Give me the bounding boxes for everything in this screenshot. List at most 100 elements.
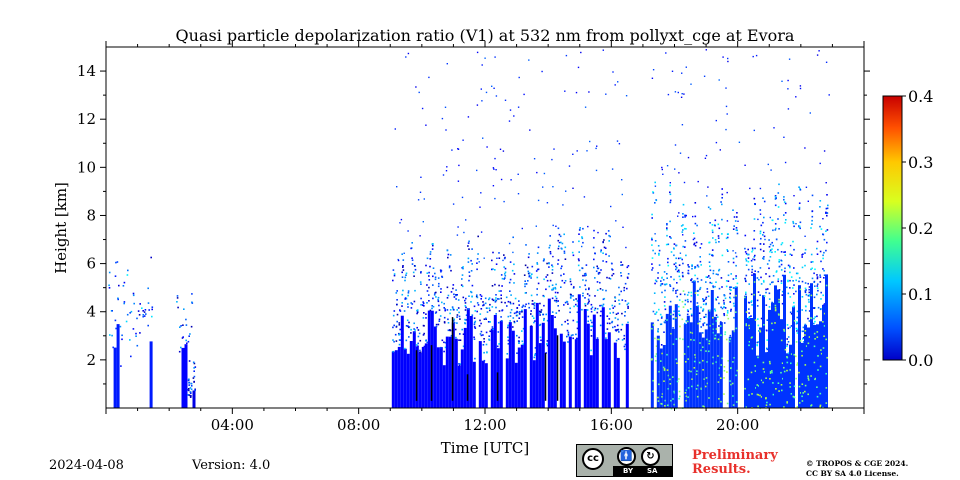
heatmap-column [753,273,756,408]
heatmap-speckle [476,262,478,264]
heatmap-speckle [700,306,702,309]
heatmap-speckle [477,253,479,255]
heatmap-speckle [393,310,396,312]
heatmap-speckle [691,385,693,388]
heatmap-speckle [625,246,627,249]
heatmap-speckle [677,91,679,94]
heatmap-speckle [596,311,599,314]
heatmap-speckle [509,301,512,304]
heatmap-speckle [450,269,452,272]
heatmap-speckle [816,386,818,388]
heatmap-speckle [450,334,453,337]
heatmap-speckle [455,289,457,291]
heatmap-speckle [769,378,771,380]
heatmap-speckle [545,313,547,316]
heatmap-speckle [813,345,816,348]
heatmap-speckle [769,249,772,251]
heatmap-speckle [808,286,811,288]
heatmap-speckle [495,313,497,315]
heatmap-speckle [448,266,451,269]
heatmap-speckle [129,312,131,314]
heatmap-speckle [606,276,608,279]
heatmap-speckle [666,223,668,226]
heatmap-speckle [604,332,607,335]
heatmap-speckle [753,293,755,296]
heatmap-speckle [804,390,806,393]
heatmap-speckle [537,246,540,249]
heatmap-speckle [446,297,449,299]
heatmap-speckle [495,169,497,171]
heatmap-speckle [627,307,629,309]
heatmap-speckle [456,234,459,236]
heatmap-speckle [657,277,659,279]
heatmap-speckle [808,320,811,322]
heatmap-speckle [585,264,588,266]
heatmap-speckle [732,395,734,397]
heatmap-speckle [428,300,430,302]
heatmap-speckle [497,298,499,300]
heatmap-speckle [601,289,604,291]
heatmap-speckle [446,63,448,65]
heatmap-column [499,320,503,408]
heatmap-speckle [516,307,519,309]
heatmap-speckle [620,290,622,293]
heatmap-speckle [804,323,807,326]
heatmap-column [665,313,669,408]
heatmap-speckle [463,231,465,234]
heatmap-speckle [428,271,430,274]
heatmap-speckle [564,90,566,92]
heatmap-speckle [805,345,808,347]
heatmap-speckle [712,331,715,334]
heatmap-column [448,336,452,408]
heatmap-speckle [558,245,560,248]
heatmap-speckle [540,309,543,311]
heatmap-speckle [535,225,537,227]
heatmap-speckle [652,191,654,193]
heatmap-speckle [708,342,710,345]
heatmap-speckle [621,193,623,196]
heatmap-speckle [721,188,723,190]
heatmap-speckle [768,267,770,270]
heatmap-speckle [787,327,790,330]
heatmap-speckle [704,157,707,159]
heatmap-speckle [614,317,617,319]
heatmap-speckle [498,298,500,300]
heatmap-speckle [536,252,539,254]
heatmap-column [728,336,732,408]
heatmap-speckle [440,288,442,290]
heatmap-speckle [709,325,712,327]
heatmap-speckle [438,318,441,321]
heatmap-column [819,321,822,408]
heatmap-speckle [725,280,728,282]
heatmap-speckle [464,299,466,302]
heatmap-speckle [748,317,750,319]
heatmap-speckle [190,392,192,394]
y-tick-label: 14 [77,62,96,80]
heatmap-speckle [686,313,689,316]
heatmap-speckle [530,310,532,312]
heatmap-speckle [747,260,750,263]
heatmap-speckle [398,343,401,346]
heatmap-speckle [559,235,562,238]
preliminary-results-note: Preliminary Results. [692,448,778,477]
heatmap-speckle [686,294,689,296]
heatmap-speckle [653,302,656,305]
heatmap-speckle [816,336,819,338]
heatmap-speckle [497,321,500,324]
heatmap-speckle [432,284,434,286]
heatmap-speckle [435,325,438,328]
heatmap-speckle [413,265,416,267]
heatmap-speckle [827,204,829,207]
heatmap-speckle [132,328,135,330]
heatmap-speckle [593,258,595,261]
heatmap-speckle [495,263,498,265]
heatmap-speckle [470,270,473,272]
heatmap-speckle [665,52,667,54]
heatmap-speckle [717,338,720,341]
heatmap-column [686,315,690,408]
heatmap-speckle [694,266,697,268]
heatmap-speckle [552,186,554,188]
heatmap-speckle [551,264,553,266]
heatmap-speckle [702,309,705,311]
